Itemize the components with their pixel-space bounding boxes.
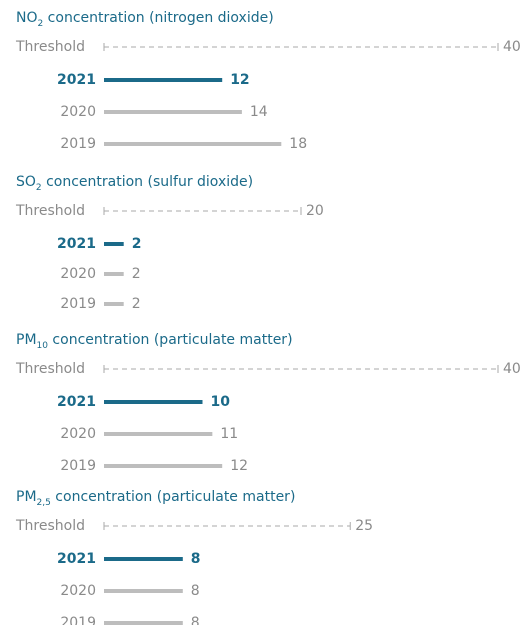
title-sub: 2 xyxy=(36,183,42,193)
bar xyxy=(104,432,213,436)
category-label: 2019 xyxy=(60,615,96,625)
title-main: PM xyxy=(16,489,37,505)
threshold-value: 40 xyxy=(503,39,521,55)
threshold-value: 40 xyxy=(503,361,521,377)
title-main: NO xyxy=(16,10,38,26)
bar xyxy=(104,464,223,468)
value-label: 8 xyxy=(191,583,200,599)
bar xyxy=(104,400,203,404)
bar xyxy=(104,557,183,561)
section-title: SO2 concentration (sulfur dioxide) xyxy=(16,174,253,193)
value-label: 12 xyxy=(230,458,248,474)
threshold-label: Threshold xyxy=(15,203,85,219)
category-label: 2021 xyxy=(57,551,96,567)
category-label: 2021 xyxy=(57,236,96,252)
title-main: SO xyxy=(16,174,36,190)
threshold-value: 20 xyxy=(306,203,324,219)
category-label: 2021 xyxy=(57,72,96,88)
title-sub: 10 xyxy=(37,341,49,351)
bar xyxy=(104,110,242,114)
title-sub: 2,5 xyxy=(37,498,51,508)
value-label: 2 xyxy=(132,296,141,312)
bar xyxy=(104,621,183,625)
section-title: NO2 concentration (nitrogen dioxide) xyxy=(16,10,274,29)
threshold-value: 25 xyxy=(355,518,373,534)
value-label: 2 xyxy=(132,236,142,252)
threshold-label: Threshold xyxy=(15,39,85,55)
bar xyxy=(104,272,124,276)
value-label: 10 xyxy=(211,394,231,410)
title-rest: concentration (particulate matter) xyxy=(48,332,293,348)
value-label: 11 xyxy=(220,426,238,442)
category-label: 2019 xyxy=(60,136,96,152)
category-label: 2021 xyxy=(57,394,96,410)
bar xyxy=(104,78,223,82)
threshold-label: Threshold xyxy=(15,361,85,377)
title-rest: concentration (particulate matter) xyxy=(51,489,296,505)
category-label: 2019 xyxy=(60,458,96,474)
value-label: 8 xyxy=(191,551,201,567)
category-label: 2020 xyxy=(60,426,96,442)
title-main: PM xyxy=(16,332,37,348)
bar xyxy=(104,302,124,306)
title-rest: concentration (nitrogen dioxide) xyxy=(43,10,273,26)
bar xyxy=(104,589,183,593)
threshold-label: Threshold xyxy=(15,518,85,534)
value-label: 12 xyxy=(230,72,249,88)
value-label: 2 xyxy=(132,266,141,282)
category-label: 2020 xyxy=(60,104,96,120)
category-label: 2020 xyxy=(60,266,96,282)
bar xyxy=(104,142,282,146)
category-label: 2019 xyxy=(60,296,96,312)
bar xyxy=(104,242,124,246)
title-rest: concentration (sulfur dioxide) xyxy=(42,174,253,190)
section-title: PM10 concentration (particulate matter) xyxy=(16,332,293,351)
category-label: 2020 xyxy=(60,583,96,599)
title-sub: 2 xyxy=(38,19,44,29)
value-label: 14 xyxy=(250,104,268,120)
value-label: 18 xyxy=(289,136,307,152)
value-label: 8 xyxy=(191,615,200,625)
section-title: PM2,5 concentration (particulate matter) xyxy=(16,489,295,508)
